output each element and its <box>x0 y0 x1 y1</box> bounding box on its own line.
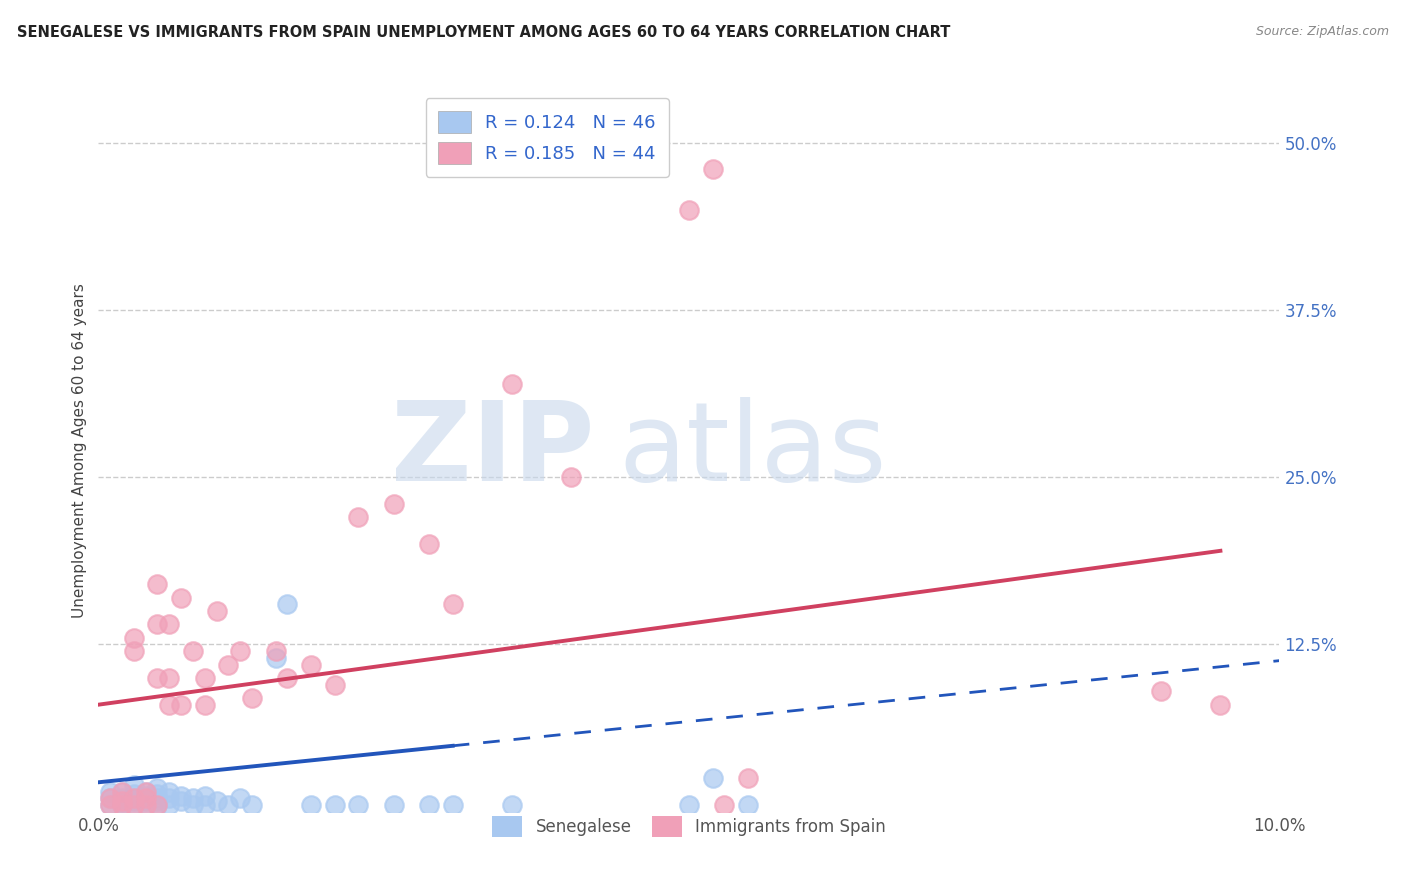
Point <box>122 798 145 813</box>
Point <box>111 798 134 813</box>
Point <box>157 791 180 805</box>
Point <box>205 794 228 808</box>
Point <box>713 798 735 813</box>
Point <box>146 794 169 808</box>
Point <box>1150 684 1173 698</box>
Point <box>122 644 145 658</box>
Point <box>122 798 145 813</box>
Point <box>382 798 405 813</box>
Point <box>240 798 263 813</box>
Point <box>122 778 145 792</box>
Point <box>181 644 204 658</box>
Point <box>229 791 252 805</box>
Point <box>737 798 759 813</box>
Point <box>702 162 724 177</box>
Point <box>157 785 180 799</box>
Point <box>678 202 700 217</box>
Point <box>194 789 217 803</box>
Point <box>170 794 193 808</box>
Point <box>441 598 464 612</box>
Text: SENEGALESE VS IMMIGRANTS FROM SPAIN UNEMPLOYMENT AMONG AGES 60 TO 64 YEARS CORRE: SENEGALESE VS IMMIGRANTS FROM SPAIN UNEM… <box>17 25 950 40</box>
Point <box>111 794 134 808</box>
Point <box>157 617 180 632</box>
Point <box>170 789 193 803</box>
Point <box>98 791 121 805</box>
Point <box>194 671 217 685</box>
Point <box>157 698 180 712</box>
Point <box>122 794 145 808</box>
Point <box>98 791 121 805</box>
Point <box>135 794 157 808</box>
Point <box>678 798 700 813</box>
Point <box>501 376 523 391</box>
Point <box>111 785 134 799</box>
Point <box>170 698 193 712</box>
Point <box>194 798 217 813</box>
Text: atlas: atlas <box>619 397 887 504</box>
Point <box>146 577 169 591</box>
Point <box>157 798 180 813</box>
Point <box>264 651 287 665</box>
Point <box>276 598 298 612</box>
Point <box>205 604 228 618</box>
Point <box>382 497 405 511</box>
Point <box>299 657 322 672</box>
Point <box>229 644 252 658</box>
Point <box>560 470 582 484</box>
Point <box>501 798 523 813</box>
Point <box>157 671 180 685</box>
Y-axis label: Unemployment Among Ages 60 to 64 years: Unemployment Among Ages 60 to 64 years <box>72 283 87 618</box>
Point <box>122 631 145 645</box>
Point <box>135 785 157 799</box>
Point <box>240 690 263 705</box>
Point <box>146 798 169 813</box>
Point <box>181 798 204 813</box>
Point <box>418 798 440 813</box>
Point <box>135 791 157 805</box>
Text: Source: ZipAtlas.com: Source: ZipAtlas.com <box>1256 25 1389 38</box>
Point <box>1209 698 1232 712</box>
Point <box>264 644 287 658</box>
Legend: Senegalese, Immigrants from Spain: Senegalese, Immigrants from Spain <box>482 806 896 847</box>
Point <box>122 791 145 805</box>
Point <box>217 798 239 813</box>
Point <box>98 798 121 813</box>
Point <box>146 617 169 632</box>
Point <box>98 798 121 813</box>
Point <box>347 510 370 524</box>
Point <box>702 771 724 786</box>
Point <box>122 791 145 805</box>
Point <box>737 771 759 786</box>
Point <box>323 678 346 692</box>
Point <box>347 798 370 813</box>
Point <box>98 785 121 799</box>
Point <box>418 537 440 551</box>
Point <box>276 671 298 685</box>
Point <box>135 789 157 803</box>
Point <box>111 785 134 799</box>
Point <box>135 798 157 813</box>
Point <box>146 798 169 813</box>
Point <box>181 791 204 805</box>
Point <box>135 785 157 799</box>
Point <box>135 798 157 813</box>
Point <box>299 798 322 813</box>
Point <box>122 788 145 802</box>
Point <box>441 798 464 813</box>
Point <box>194 698 217 712</box>
Point <box>111 791 134 805</box>
Point <box>323 798 346 813</box>
Point <box>170 591 193 605</box>
Point <box>111 796 134 810</box>
Point <box>111 798 134 813</box>
Point <box>146 780 169 795</box>
Point <box>146 791 169 805</box>
Text: ZIP: ZIP <box>391 397 595 504</box>
Point <box>146 671 169 685</box>
Point <box>146 788 169 802</box>
Point <box>217 657 239 672</box>
